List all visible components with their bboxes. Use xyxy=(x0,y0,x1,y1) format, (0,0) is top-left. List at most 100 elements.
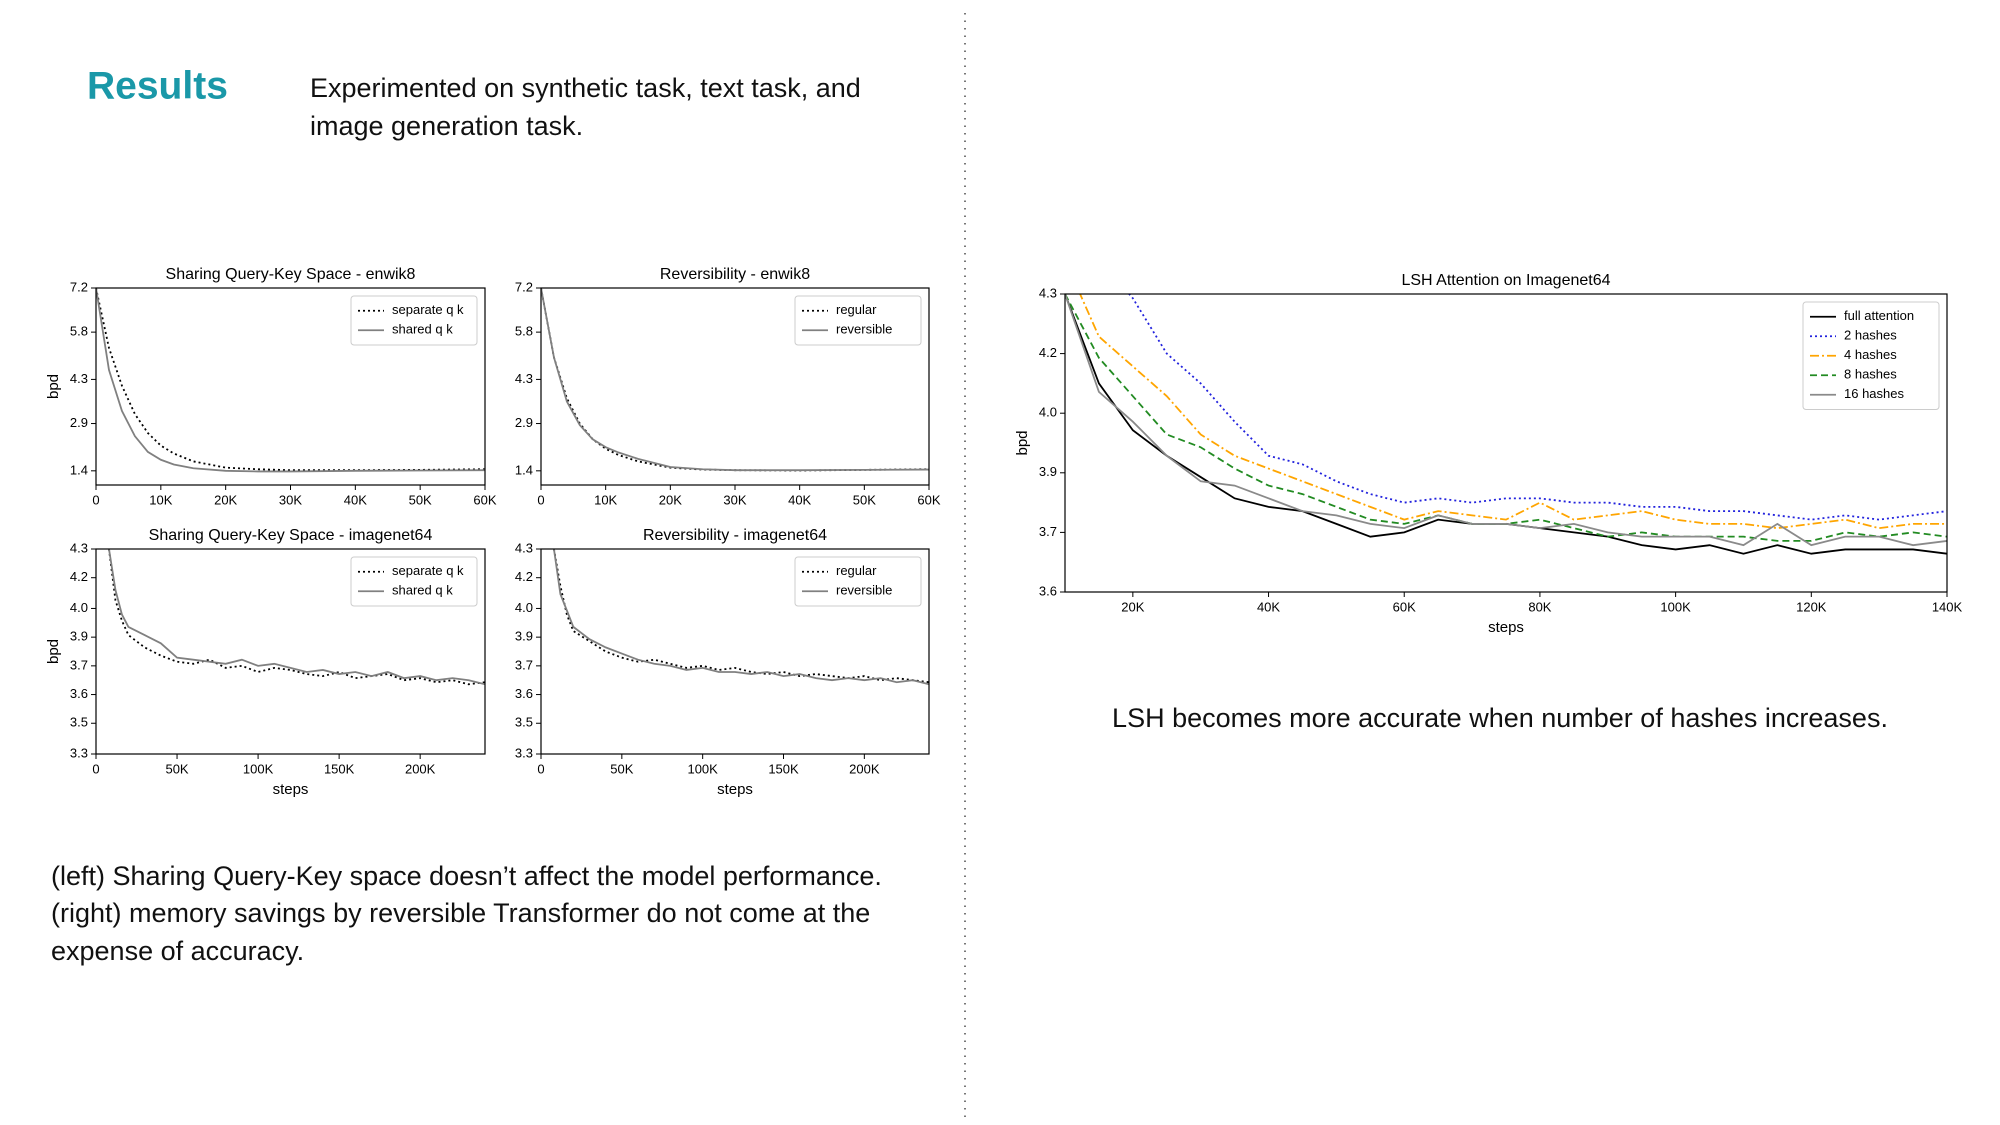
chart-title: Reversibility - enwik8 xyxy=(660,266,810,283)
caption-line: (left) Sharing Query-Key space doesn’t a… xyxy=(51,861,882,891)
x-axis-label: steps xyxy=(717,781,753,798)
x-tick-label: 60K xyxy=(917,492,940,507)
y-tick-label: 4.0 xyxy=(515,600,533,615)
x-tick-label: 0 xyxy=(537,492,544,507)
y-tick-label: 4.0 xyxy=(70,600,88,615)
series-line xyxy=(553,549,929,686)
y-tick-label: 3.9 xyxy=(515,629,533,644)
y-tick-label: 4.3 xyxy=(1039,285,1057,300)
y-tick-label: 4.2 xyxy=(515,569,533,584)
x-tick-label: 200K xyxy=(405,761,436,776)
caption-line: (right) memory savings by reversible Tra… xyxy=(51,898,870,928)
x-tick-label: 10K xyxy=(594,492,617,507)
legend-label: separate q k xyxy=(392,302,464,317)
x-tick-label: 150K xyxy=(324,761,355,776)
legend-label: full attention xyxy=(1844,308,1914,323)
series-line xyxy=(553,549,929,684)
y-tick-label: 4.3 xyxy=(70,540,88,555)
y-tick-label: 5.8 xyxy=(515,324,533,339)
x-tick-label: 150K xyxy=(768,761,799,776)
legend-label: separate q k xyxy=(392,563,464,578)
y-tick-label: 3.6 xyxy=(515,686,533,701)
caption-right: LSH becomes more accurate when number of… xyxy=(1112,703,1888,733)
x-tick-label: 120K xyxy=(1796,599,1827,614)
x-tick-label: 10K xyxy=(149,492,172,507)
y-tick-label: 3.7 xyxy=(515,657,533,672)
legend-box xyxy=(1802,301,1940,410)
series-line xyxy=(541,288,929,472)
x-axis-label: steps xyxy=(1488,619,1524,636)
y-tick-label: 3.3 xyxy=(515,745,533,760)
x-tick-label: 40K xyxy=(788,492,811,507)
plot-frame xyxy=(540,548,930,755)
legend-label: 8 hashes xyxy=(1844,367,1897,382)
y-tick-label: 1.4 xyxy=(70,462,88,477)
x-tick-label: 60K xyxy=(473,492,496,507)
y-tick-label: 2.9 xyxy=(70,415,88,430)
x-tick-label: 40K xyxy=(344,492,367,507)
plot-frame xyxy=(1064,293,1948,593)
intro-line: image generation task. xyxy=(310,111,583,141)
legend-label: 4 hashes xyxy=(1844,347,1897,362)
legend-label: reversible xyxy=(836,583,892,598)
plot-frame xyxy=(95,287,486,486)
legend-label: shared q k xyxy=(392,322,453,337)
x-tick-label: 140K xyxy=(1932,599,1963,614)
y-tick-label: 3.7 xyxy=(70,657,88,672)
x-tick-label: 30K xyxy=(279,492,302,507)
x-tick-label: 80K xyxy=(1528,599,1551,614)
x-tick-label: 0 xyxy=(537,761,544,776)
y-tick-label: 3.9 xyxy=(1039,464,1057,479)
y-axis-label: bpd xyxy=(1014,430,1031,455)
legend-label: reversible xyxy=(836,322,892,337)
y-tick-label: 4.3 xyxy=(515,540,533,555)
y-tick-label: 7.2 xyxy=(515,279,533,294)
y-tick-label: 3.6 xyxy=(1039,583,1057,598)
y-axis-label: bpd xyxy=(45,639,62,664)
chart-title: Sharing Query-Key Space - imagenet64 xyxy=(149,527,433,544)
y-tick-label: 3.7 xyxy=(1039,524,1057,539)
x-tick-label: 30K xyxy=(723,492,746,507)
x-axis-label: steps xyxy=(273,781,309,798)
x-tick-label: 100K xyxy=(243,761,274,776)
x-tick-label: 20K xyxy=(659,492,682,507)
y-tick-label: 4.3 xyxy=(70,371,88,386)
chart-title: LSH Attention on Imagenet64 xyxy=(1401,272,1610,289)
legend-box xyxy=(350,556,478,607)
x-tick-label: 0 xyxy=(92,761,99,776)
x-tick-label: 20K xyxy=(214,492,237,507)
caption-line: expense of accuracy. xyxy=(51,936,304,966)
y-tick-label: 7.2 xyxy=(70,279,88,294)
x-tick-label: 100K xyxy=(687,761,718,776)
legend-box xyxy=(794,295,922,346)
legend-label: regular xyxy=(836,563,877,578)
x-tick-label: 200K xyxy=(849,761,880,776)
intro-line: Experimented on synthetic task, text tas… xyxy=(310,73,861,103)
series-line xyxy=(1065,294,1947,547)
y-tick-label: 3.6 xyxy=(70,686,88,701)
y-tick-label: 2.9 xyxy=(515,415,533,430)
y-tick-label: 3.9 xyxy=(70,629,88,644)
y-tick-label: 4.0 xyxy=(1039,405,1057,420)
legend-box xyxy=(794,556,922,607)
legend-label: 2 hashes xyxy=(1844,328,1897,343)
x-tick-label: 50K xyxy=(610,761,633,776)
series-line xyxy=(96,288,485,473)
series-line xyxy=(108,549,485,686)
legend-label: 16 hashes xyxy=(1844,386,1904,401)
y-axis-label: bpd xyxy=(45,374,62,399)
x-tick-label: 50K xyxy=(853,492,876,507)
plot-frame xyxy=(95,548,486,755)
y-tick-label: 3.5 xyxy=(70,715,88,730)
legend-label: shared q k xyxy=(392,583,453,598)
x-tick-label: 0 xyxy=(92,492,99,507)
chart-title: Reversibility - imagenet64 xyxy=(643,527,827,544)
y-tick-label: 5.8 xyxy=(70,324,88,339)
x-tick-label: 60K xyxy=(1393,599,1416,614)
x-tick-label: 50K xyxy=(165,761,188,776)
y-tick-label: 3.5 xyxy=(515,715,533,730)
y-tick-label: 4.2 xyxy=(70,569,88,584)
x-tick-label: 100K xyxy=(1660,599,1691,614)
y-tick-label: 4.3 xyxy=(515,371,533,386)
